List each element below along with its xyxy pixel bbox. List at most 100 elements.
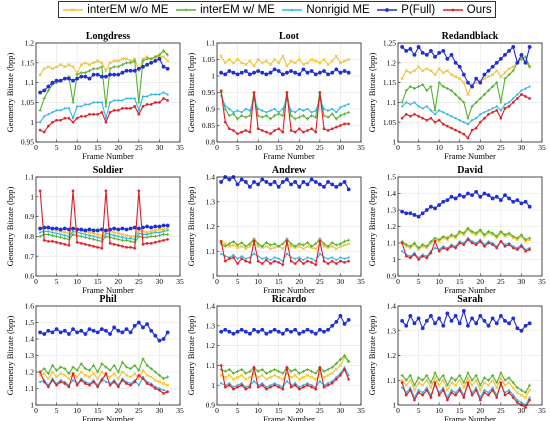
data-point — [486, 193, 491, 198]
legend-marker — [184, 7, 188, 12]
data-point — [310, 260, 314, 264]
data-point — [120, 360, 124, 364]
data-point — [343, 257, 346, 260]
data-point — [252, 365, 256, 369]
data-point — [519, 388, 524, 392]
data-point — [264, 387, 268, 391]
y-tick-label: 1.2 — [206, 222, 216, 231]
data-point — [141, 377, 145, 381]
data-point — [441, 84, 445, 89]
data-point — [120, 70, 125, 75]
data-point — [145, 102, 149, 106]
data-point — [400, 116, 404, 120]
data-point — [528, 236, 532, 240]
data-point — [487, 240, 490, 243]
data-point — [483, 111, 486, 114]
legend-swatch — [282, 8, 303, 11]
data-point — [449, 318, 454, 323]
data-point — [54, 368, 59, 372]
legend-label: interEM w/o ME — [87, 3, 169, 16]
data-point — [490, 378, 495, 382]
data-point — [301, 375, 306, 379]
x-tick-label: 0 — [215, 277, 219, 286]
data-point — [298, 256, 301, 259]
legend-item: P(Full) — [376, 4, 435, 16]
data-point — [527, 204, 532, 209]
data-point — [338, 242, 343, 246]
data-point — [252, 91, 256, 94]
data-point — [470, 84, 474, 89]
data-point — [268, 369, 273, 373]
data-point — [232, 386, 235, 389]
data-point — [264, 258, 268, 262]
data-point — [528, 85, 531, 88]
data-point — [503, 106, 507, 110]
data-point — [528, 248, 532, 252]
data-point — [470, 378, 474, 382]
data-point — [482, 381, 487, 385]
data-point — [252, 64, 256, 68]
data-point — [409, 386, 412, 389]
data-point — [445, 398, 449, 402]
data-point — [511, 396, 515, 400]
data-point — [404, 69, 408, 73]
data-point — [71, 100, 75, 104]
data-point — [244, 257, 247, 260]
data-point — [437, 249, 441, 253]
data-point — [301, 262, 305, 266]
data-point — [145, 235, 149, 239]
data-point — [338, 357, 343, 362]
data-point — [322, 369, 326, 373]
data-point — [79, 114, 83, 118]
y-tick-label: 0.9 — [25, 212, 35, 221]
data-point — [310, 384, 313, 387]
data-point — [67, 76, 71, 81]
data-point — [158, 231, 161, 234]
data-point — [264, 377, 269, 381]
data-point — [437, 51, 442, 55]
data-point — [104, 365, 108, 369]
data-point — [264, 331, 269, 336]
series — [401, 85, 531, 126]
data-point — [515, 60, 520, 65]
data-point — [88, 234, 91, 237]
data-point — [113, 234, 116, 237]
data-point — [248, 385, 252, 389]
data-point — [108, 383, 112, 387]
data-point — [491, 388, 495, 392]
data-point — [154, 231, 157, 234]
data-point — [458, 76, 462, 81]
data-point — [301, 67, 306, 72]
data-point — [420, 211, 425, 216]
data-point — [519, 201, 524, 206]
data-point — [149, 367, 153, 371]
data-point — [256, 127, 260, 131]
x-tick-label: 0 — [34, 143, 38, 152]
data-point — [67, 376, 71, 381]
data-point — [482, 76, 487, 81]
data-point — [400, 209, 405, 214]
y-tick-label: 1 — [392, 138, 396, 147]
y-axis-label: Geometry Bitrate (bpp) — [5, 315, 15, 395]
data-point — [503, 103, 507, 106]
x-tick-label: 35 — [357, 143, 365, 152]
data-point — [326, 262, 330, 266]
data-point — [417, 114, 421, 118]
x-tick-label: 15 — [456, 277, 464, 286]
data-point — [161, 232, 166, 237]
data-point — [265, 256, 268, 259]
y-tick-label: 0.95 — [21, 138, 34, 147]
data-point — [416, 376, 421, 380]
x-tick-label: 20 — [296, 406, 304, 415]
data-point — [83, 367, 87, 371]
legend-swatch — [377, 7, 398, 12]
data-point — [421, 253, 424, 256]
legend-marker — [385, 7, 390, 12]
data-point — [223, 120, 227, 124]
data-point — [289, 329, 293, 334]
data-point — [486, 74, 491, 79]
data-point — [301, 243, 305, 247]
data-point — [499, 376, 503, 380]
data-point — [71, 117, 75, 120]
data-point — [470, 104, 474, 108]
